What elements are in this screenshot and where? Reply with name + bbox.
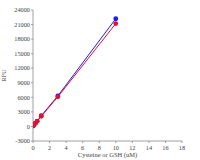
y-tick: [31, 39, 33, 40]
y-tick-label: 12000: [14, 64, 30, 71]
x-tick-label: 4: [65, 144, 69, 151]
data-point: [35, 119, 40, 124]
y-tick: [31, 111, 33, 112]
y-tick: [31, 24, 33, 25]
x-axis-line: [33, 141, 182, 142]
data-point: [113, 21, 118, 26]
y-tick-label: 3000: [17, 108, 30, 115]
x-tick-label: 10: [113, 144, 119, 151]
y-tick-label: 9000: [17, 79, 30, 86]
series-line: [33, 24, 116, 126]
series-line: [33, 19, 116, 126]
data-point: [55, 94, 60, 99]
x-tick-label: 6: [81, 144, 84, 151]
x-tick-label: 12: [129, 144, 135, 151]
x-tick-label: 8: [98, 144, 101, 151]
y-tick-label: 21000: [14, 21, 30, 28]
data-point: [39, 114, 44, 119]
y-tick: [31, 10, 33, 11]
y-tick: [31, 68, 33, 69]
y-tick-label: 18000: [14, 35, 30, 42]
chart-root: -300003000600090001200015000180002100024…: [0, 0, 200, 160]
y-tick-label: -3000: [15, 137, 30, 144]
x-axis-label: Cysteine or GSH (uM): [78, 151, 137, 159]
y-tick-label: 0: [27, 123, 30, 130]
y-tick-label: 6000: [17, 94, 30, 101]
y-tick: [31, 126, 33, 127]
data-point: [113, 16, 118, 21]
y-tick-label: 15000: [14, 50, 30, 57]
x-tick-label: 16: [162, 144, 168, 151]
y-tick: [31, 82, 33, 83]
plot-area: [33, 16, 118, 128]
y-tick: [31, 53, 33, 54]
y-tick-label: 24000: [14, 6, 30, 13]
chart-svg: -300003000600090001200015000180002100024…: [0, 0, 200, 160]
x-tick-label: 2: [48, 144, 51, 151]
y-axis-label: RFU: [0, 69, 7, 82]
x-tick-label: 0: [31, 144, 34, 151]
y-tick: [31, 97, 33, 98]
x-tick-label: 14: [146, 144, 153, 151]
x-tick-label: 18: [179, 144, 185, 151]
y-axis-line: [33, 10, 34, 141]
